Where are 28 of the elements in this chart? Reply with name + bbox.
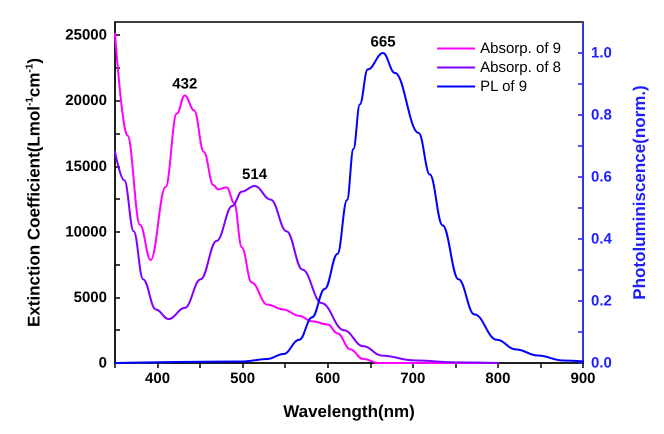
- y-tick-label: 0: [98, 354, 107, 372]
- y-tick-label: 15000: [65, 158, 107, 175]
- x-tick-label: 500: [230, 370, 256, 387]
- annotation: 665: [370, 33, 396, 50]
- x-tick-label: 400: [145, 370, 170, 387]
- y2-tick-label: 0.8: [591, 106, 612, 124]
- legend-label: Absorp. of 8: [480, 59, 562, 76]
- annotation: 514: [242, 166, 268, 183]
- y-tick-label: 10000: [65, 223, 107, 240]
- x-tick-label: 800: [485, 370, 510, 387]
- y-tick-label: 5000: [74, 288, 107, 306]
- y2-tick-label: 0.0: [591, 354, 612, 372]
- x-tick-label: 700: [400, 370, 426, 387]
- y2-tick-label: 0.6: [591, 168, 612, 186]
- y-tick-label: 20000: [65, 92, 107, 110]
- y2-tick-label: 0.4: [591, 230, 613, 248]
- line-series: [114, 150, 499, 364]
- y-axis-title: Extinction Coefficient(Lmol-1cm-1): [24, 58, 44, 328]
- y-tick-label: 25000: [65, 26, 107, 44]
- y2-tick-label: 1.0: [591, 44, 612, 62]
- annotation: 432: [172, 75, 198, 92]
- x-tick-label: 600: [315, 370, 340, 387]
- x-axis-title: Wavelength(nm): [283, 402, 415, 421]
- y2-tick-label: 0.2: [591, 292, 612, 310]
- x-tick-label: 900: [570, 370, 596, 387]
- legend-label: Absorp. of 9: [480, 40, 562, 57]
- y2-axis-title: Photoluminiscence(norm.): [630, 85, 649, 300]
- legend-label: PL of 9: [480, 78, 528, 95]
